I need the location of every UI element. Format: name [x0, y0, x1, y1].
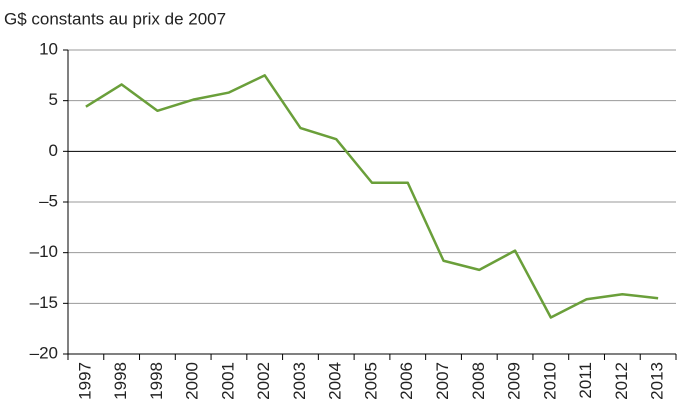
x-tick-label: 2008 [469, 362, 488, 400]
x-tick-label: 1997 [75, 362, 94, 400]
x-tick-label: 2013 [648, 362, 667, 400]
x-tick-label: 2005 [361, 362, 380, 400]
line [85, 74, 659, 319]
x-tick-label: 2012 [612, 362, 631, 400]
x-tick-label: 2001 [218, 362, 237, 400]
x-tick-label: 1998 [147, 362, 166, 400]
y-tick-label: 0 [49, 141, 58, 160]
x-tick-label: 2004 [326, 362, 345, 400]
y-tick-label: –15 [30, 293, 58, 312]
y-tick-label: –5 [39, 191, 58, 210]
x-tick-label: 2007 [433, 362, 452, 400]
x-tick-label: 2002 [254, 362, 273, 400]
y-tick-label: –20 [30, 343, 58, 362]
x-tick-label: 1998 [111, 362, 130, 400]
x-tick-label: 2010 [540, 362, 559, 400]
x-tick-label: 2006 [397, 362, 416, 400]
x-tick-label: 2000 [183, 362, 202, 400]
y-tick-label: –10 [30, 242, 58, 261]
x-tick-label: 2003 [290, 362, 309, 400]
y-tick-label: 5 [49, 90, 58, 109]
x-tick-label: 2011 [576, 362, 595, 399]
y-tick-label: 10 [39, 39, 58, 58]
x-tick-label: 2009 [505, 362, 524, 400]
y-axis-label: G$ constants au prix de 2007 [4, 9, 226, 28]
